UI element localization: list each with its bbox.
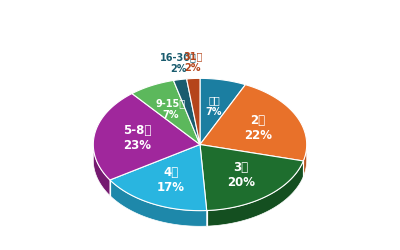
Text: 4日
17%: 4日 17% bbox=[157, 166, 185, 194]
Text: 5-8日
23%: 5-8日 23% bbox=[122, 124, 151, 152]
Text: 16-30日
2%: 16-30日 2% bbox=[160, 52, 196, 74]
Polygon shape bbox=[200, 144, 303, 210]
Text: 9-15日
7%: 9-15日 7% bbox=[156, 98, 186, 120]
Polygon shape bbox=[132, 80, 200, 144]
Polygon shape bbox=[207, 161, 303, 226]
Polygon shape bbox=[93, 94, 200, 180]
Polygon shape bbox=[187, 78, 200, 144]
Polygon shape bbox=[200, 78, 246, 144]
Text: 2日
22%: 2日 22% bbox=[244, 114, 272, 141]
Polygon shape bbox=[303, 145, 307, 176]
Polygon shape bbox=[174, 79, 200, 144]
Polygon shape bbox=[110, 144, 207, 211]
Text: 3日
20%: 3日 20% bbox=[227, 161, 255, 189]
Polygon shape bbox=[93, 146, 110, 196]
Text: 当日
7%: 当日 7% bbox=[206, 95, 222, 116]
Text: 31日
2%: 31日 2% bbox=[183, 51, 202, 73]
Polygon shape bbox=[110, 180, 207, 226]
Polygon shape bbox=[200, 85, 307, 161]
